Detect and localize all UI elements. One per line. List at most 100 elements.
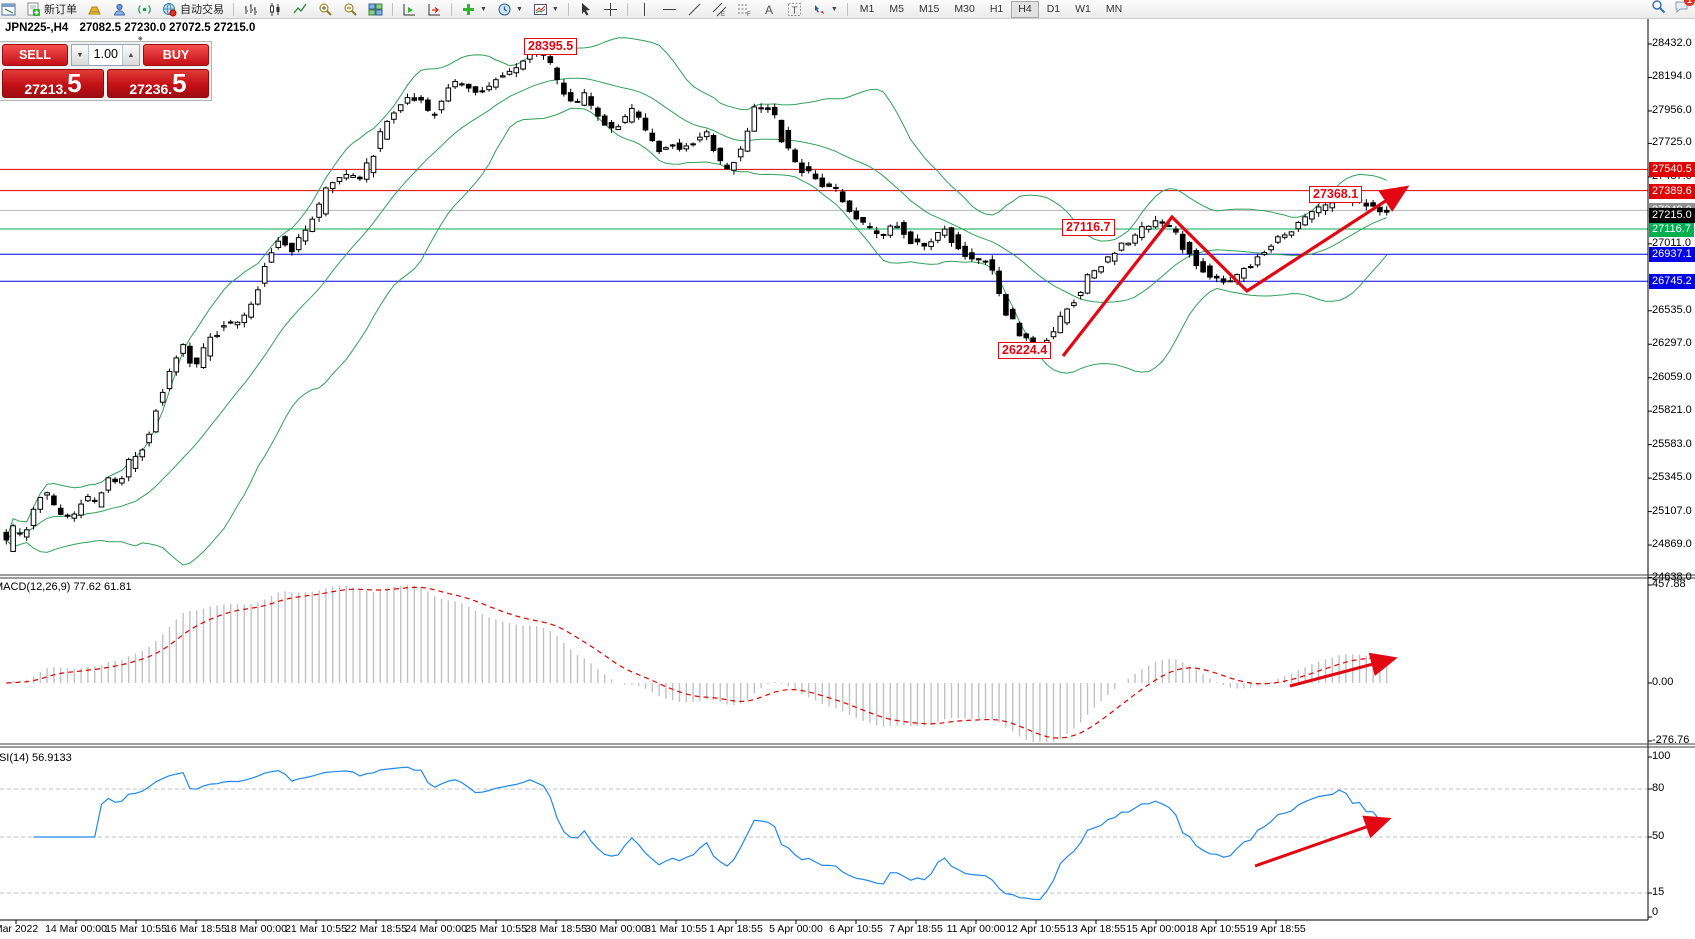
arrows-tool[interactable]: ▼ [808,1,842,18]
panel-collapse-handle[interactable]: ◆ [138,36,143,42]
toolbar-separator [392,2,393,16]
search-icon [1652,0,1666,14]
bar-chart-button[interactable] [239,1,262,18]
channel-tool[interactable]: E [708,1,731,18]
axis-tick-label: 28432.0 [1652,37,1692,49]
axis-tick-label: 0 [1652,906,1659,918]
price-level-label: 27389.6 [1649,183,1695,199]
x-axis-date-label: 15 Apr 00:00 [1126,923,1186,935]
one-click-trading-panel: SELL ▼ 1.00 ▲ BUY 27213. 5 27236. 5 [0,41,212,101]
cursor-tool-button[interactable] [574,1,597,18]
signals-button[interactable] [133,1,156,18]
buy-price-display[interactable]: 27236. 5 [107,69,209,98]
horizontal-line-icon [662,8,676,10]
price-annotation[interactable]: 27368.1 [1309,186,1363,203]
price-annotation[interactable]: 27116.7 [1062,219,1115,236]
x-axis-date-label: 12 Apr 10:55 [1006,923,1066,935]
tab-timeframe-w1[interactable]: W1 [1075,2,1091,15]
volume-value[interactable]: 1.00 [93,47,118,61]
buy-button[interactable]: BUY [143,44,209,66]
macd-trend-arrow [1289,652,1398,688]
tab-timeframe-m1[interactable]: M1 [859,2,875,15]
line-chart-icon [293,3,307,13]
macd-indicator-label: MACD(12,26,9) 77.62 61.81 [0,581,132,593]
zoom-in-icon [319,3,332,16]
axis-tick-label: 15 [1652,886,1665,898]
tab-timeframe-d1[interactable]: D1 [1046,2,1061,15]
dropdown-caret-icon: ▼ [480,5,487,13]
x-axis-date-label: 16 Mar 18:55 [165,923,227,935]
toolbar-separator [846,2,848,16]
line-chart-button[interactable] [289,1,312,18]
price-annotation[interactable]: 28395.5 [524,38,578,55]
axis-tick-label: 28194.0 [1652,70,1692,83]
x-axis-date-label: 6 Apr 10:55 [829,923,883,935]
chat-button[interactable]: 1 [1674,0,1695,19]
axis-tick-label: 26535.0 [1652,303,1692,316]
periods-button[interactable]: ▼ [493,1,527,18]
sell-button[interactable]: SELL [2,44,68,66]
volume-increase-button[interactable]: ▲ [122,45,139,65]
x-axis-date-label: 18 Apr 10:55 [1186,923,1246,935]
candlestick-chart-button[interactable] [264,1,287,18]
new-chart-button[interactable] [0,1,20,18]
axis-tick-label: 24638.0 [1652,570,1692,583]
signals-icon [138,4,151,14]
axis-tick-label: 457.88 [1652,578,1686,590]
search-button[interactable] [1651,0,1666,19]
axis-tick-label: 25345.0 [1652,471,1692,484]
axis-tick-label: 26297.0 [1652,337,1692,350]
community-button[interactable] [108,1,131,18]
x-axis-date-label: 13 Apr 18:55 [1066,923,1126,935]
rsi-trend-arrow [1254,815,1392,868]
price-level-label: 27116.7 [1649,221,1694,237]
channel-icon: E [712,2,727,17]
volume-decrease-button[interactable]: ▼ [72,45,89,65]
autotrade-label: 自动交易 [180,4,224,16]
templates-button[interactable]: ▼ [529,1,563,18]
symbol-ohlc-bar: JPN225-,H4 27082.5 27230.0 27072.5 27215… [5,22,255,34]
label-tool[interactable]: T [783,1,806,18]
dropdown-caret-icon: ▼ [830,5,838,13]
axis-tick-label: -276.76 [1652,734,1690,746]
indicators-button[interactable]: ▼ [457,1,491,18]
text-tool[interactable]: A [758,1,781,18]
fibonacci-tool[interactable]: F [733,1,756,18]
toolbar-separator [567,2,569,16]
market-button[interactable] [83,1,106,18]
horizontal-line-tool[interactable] [658,1,681,18]
autoscroll-icon [403,3,415,15]
trendline-tool[interactable] [683,1,706,18]
x-axis-date-label: 30 Mar 00:00 [585,923,647,935]
chart-shift-icon [428,3,440,15]
svg-text:T: T [791,5,797,16]
tile-windows-button[interactable] [364,1,387,18]
zoom-out-button[interactable] [339,1,362,18]
autotrade-button[interactable]: 自动交易 [158,1,228,18]
tab-timeframe-h1[interactable]: H1 [989,2,1004,15]
x-axis-date-label: 15 Mar 10:55 [105,923,167,935]
axis-tick-label: 25821.0 [1652,404,1692,417]
new-order-button[interactable]: 新订单 [22,1,81,18]
chart-shift-button[interactable] [423,1,446,18]
tab-timeframe-mn[interactable]: MN [1105,2,1123,15]
tab-timeframe-m30[interactable]: M30 [954,2,975,15]
price-level-label: 26937.1 [1649,247,1695,263]
autoscroll-button[interactable] [398,1,421,18]
tab-timeframe-h4[interactable]: H4 [1011,0,1039,18]
tab-timeframe-m15[interactable]: M15 [918,2,940,15]
candlesticks [3,47,1390,553]
tab-timeframe-m5[interactable]: M5 [889,2,904,15]
price-annotation[interactable]: 26224.4 [998,342,1052,359]
new-order-icon [27,2,40,16]
crosshair-tool-button[interactable] [599,1,622,18]
clock-icon [498,3,511,15]
vertical-line-tool[interactable] [633,1,656,18]
notification-badge: 1 [1684,0,1695,6]
new-chart-icon [1,3,16,15]
x-axis-date-label: 18 Mar 00:00 [225,923,287,935]
sell-price-display[interactable]: 27213. 5 [2,69,104,98]
zoom-in-button[interactable] [314,1,337,18]
svg-text:E: E [721,12,725,17]
